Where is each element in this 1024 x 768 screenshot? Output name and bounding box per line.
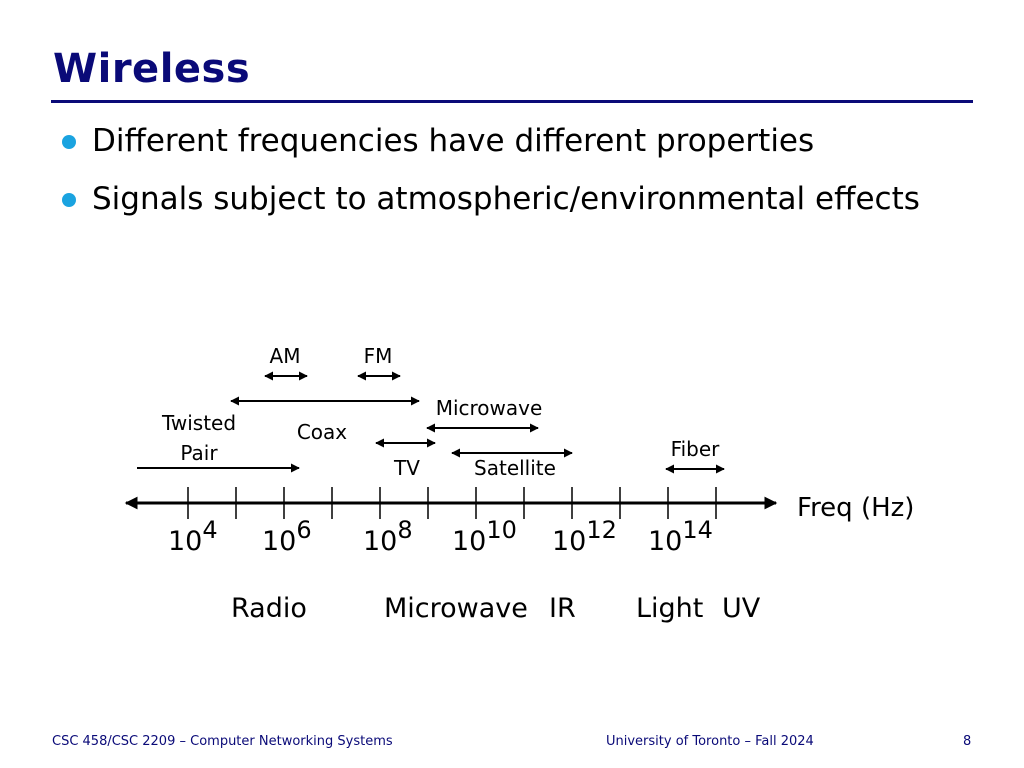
pair-label: Pair bbox=[180, 441, 218, 465]
footer-page-number: 8 bbox=[963, 734, 972, 749]
tick-label-10-10: 1010 bbox=[452, 516, 517, 557]
bullet-text: Different frequencies have different pro… bbox=[92, 123, 815, 159]
satellite-label: Satellite bbox=[474, 456, 556, 480]
slide-title: Wireless bbox=[53, 46, 251, 92]
tick-label-10-4: 104 bbox=[168, 516, 218, 557]
twisted-label: Twisted bbox=[161, 411, 236, 435]
tick-label-10-14: 1014 bbox=[648, 516, 713, 557]
microwave-label: Microwave bbox=[436, 396, 543, 420]
band-label-light: Light bbox=[636, 593, 703, 624]
footer-institution: University of Toronto – Fall 2024 bbox=[606, 734, 814, 749]
title-underline bbox=[51, 100, 973, 103]
fm-label: FM bbox=[364, 344, 393, 368]
bullet-dot-icon bbox=[62, 193, 76, 207]
fiber-label: Fiber bbox=[671, 437, 721, 461]
bullet-item: Signals subject to atmospheric/environme… bbox=[62, 176, 920, 234]
band-label-microwave: Microwave bbox=[384, 593, 528, 624]
band-label-radio: Radio bbox=[231, 593, 307, 624]
bullet-list: Different frequencies have different pro… bbox=[62, 118, 920, 234]
axis-ticks bbox=[187, 487, 717, 519]
tick-label-10-8: 108 bbox=[363, 516, 413, 557]
band-label-ir: IR bbox=[549, 593, 576, 624]
am-label: AM bbox=[270, 344, 301, 368]
tick-label-10-12: 1012 bbox=[552, 516, 617, 557]
bullet-item: Different frequencies have different pro… bbox=[62, 118, 920, 176]
bullet-text: Signals subject to atmospheric/environme… bbox=[92, 181, 920, 217]
bullet-dot-icon bbox=[62, 135, 76, 149]
band-label-uv: UV bbox=[722, 593, 761, 624]
axis-label: Freq (Hz) bbox=[797, 493, 914, 523]
tick-label-10-6: 106 bbox=[262, 516, 312, 557]
footer-course: CSC 458/CSC 2209 – Computer Networking S… bbox=[52, 734, 393, 749]
tv-label: TV bbox=[393, 456, 420, 480]
coax-label: Coax bbox=[297, 420, 347, 444]
